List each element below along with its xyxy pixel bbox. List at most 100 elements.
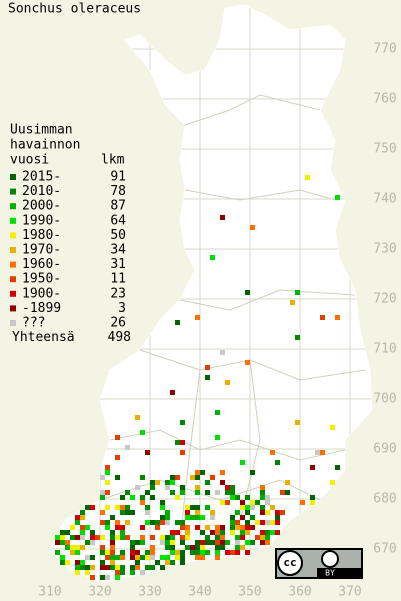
observation-square	[55, 540, 60, 545]
y-tick-label: 690	[373, 442, 396, 457]
observation-square	[150, 495, 155, 500]
observation-square	[240, 535, 245, 540]
observation-square	[115, 455, 120, 460]
observation-square	[65, 560, 70, 565]
observation-square	[110, 530, 115, 535]
observation-square	[175, 440, 180, 445]
observation-square	[75, 560, 80, 565]
observation-square	[125, 535, 130, 540]
observation-square	[190, 515, 195, 520]
observation-square	[305, 175, 310, 180]
legend-swatch	[10, 188, 16, 195]
observation-square	[115, 555, 120, 560]
observation-square	[290, 300, 295, 305]
observation-square	[165, 560, 170, 565]
observation-square	[250, 500, 255, 505]
observation-square	[165, 555, 170, 560]
observation-square	[105, 470, 110, 475]
observation-square	[230, 530, 235, 535]
observation-square	[145, 490, 150, 495]
observation-square	[210, 530, 215, 535]
observation-square	[145, 510, 150, 515]
observation-square	[195, 475, 200, 480]
observation-square	[270, 505, 275, 510]
observation-square	[250, 540, 255, 545]
y-tick-label: 740	[373, 192, 396, 207]
observation-square	[170, 390, 175, 395]
observation-square	[75, 520, 80, 525]
observation-square	[195, 555, 200, 560]
observation-square	[110, 550, 115, 555]
observation-square	[100, 510, 105, 515]
observation-square	[335, 465, 340, 470]
observation-square	[110, 560, 115, 565]
observation-square	[170, 530, 175, 535]
observation-square	[65, 530, 70, 535]
observation-square	[230, 495, 235, 500]
observation-square	[185, 515, 190, 520]
observation-square	[80, 565, 85, 570]
legend-swatch	[10, 305, 16, 312]
observation-square	[240, 500, 245, 505]
observation-square	[200, 530, 205, 535]
observation-square	[220, 540, 225, 545]
observation-square	[105, 575, 110, 580]
observation-square	[180, 560, 185, 565]
observation-square	[220, 545, 225, 550]
observation-square	[175, 475, 180, 480]
x-tick-label: 320	[88, 585, 111, 600]
observation-square	[120, 570, 125, 575]
observation-square	[70, 545, 75, 550]
observation-square	[80, 530, 85, 535]
observation-square	[145, 450, 150, 455]
observation-square	[85, 555, 90, 560]
observation-square	[150, 565, 155, 570]
observation-square	[170, 490, 175, 495]
observation-square	[195, 515, 200, 520]
observation-square	[335, 195, 340, 200]
observation-square	[100, 490, 105, 495]
observation-square	[130, 545, 135, 550]
observation-square	[245, 495, 250, 500]
observation-square	[160, 535, 165, 540]
observation-square	[130, 495, 135, 500]
observation-square	[225, 500, 230, 505]
observation-square	[250, 505, 255, 510]
observation-square	[195, 490, 200, 495]
observation-square	[255, 500, 260, 505]
observation-square	[190, 505, 195, 510]
map-title: Sonchus oleraceus	[8, 2, 141, 17]
observation-square	[190, 545, 195, 550]
observation-square	[220, 470, 225, 475]
legend-label: -1899	[22, 301, 61, 316]
cc-text: cc	[283, 556, 296, 569]
observation-square	[135, 415, 140, 420]
observation-square	[60, 540, 65, 545]
observation-square	[280, 510, 285, 515]
observation-square	[105, 465, 110, 470]
observation-square	[160, 565, 165, 570]
legend-swatch	[10, 320, 16, 326]
observation-square	[130, 565, 135, 570]
observation-square	[170, 535, 175, 540]
observation-square	[90, 555, 95, 560]
observation-square	[150, 520, 155, 525]
y-tick-label: 670	[373, 542, 396, 557]
observation-square	[125, 490, 130, 495]
observation-square	[240, 515, 245, 520]
observation-square	[205, 490, 210, 495]
observation-square	[155, 525, 160, 530]
observation-square	[215, 490, 220, 495]
observation-square	[75, 535, 80, 540]
observation-square	[150, 485, 155, 490]
observation-square	[295, 290, 300, 295]
legend-swatch	[10, 174, 16, 180]
observation-square	[60, 555, 65, 560]
observation-square	[220, 350, 225, 355]
observation-square	[245, 550, 250, 555]
observation-square	[260, 530, 265, 535]
legend-swatch	[10, 261, 16, 268]
legend-count: 34	[110, 243, 126, 258]
observation-square	[115, 570, 120, 575]
